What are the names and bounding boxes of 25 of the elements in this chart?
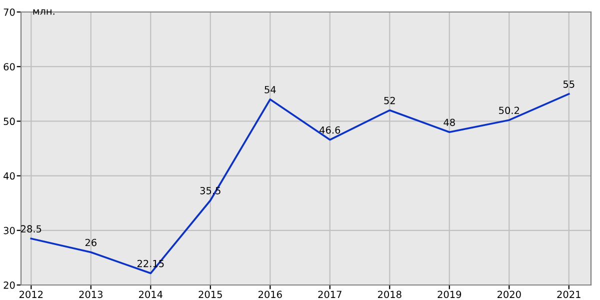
x-tick-label: 2020 <box>497 290 521 298</box>
data-label: 55 <box>563 80 574 88</box>
y-tick-label: 50 <box>4 118 15 126</box>
x-tick-label: 2018 <box>378 290 402 298</box>
y-tick-label: 60 <box>4 63 15 70</box>
data-label: 26 <box>85 238 96 246</box>
data-label: 28.5 <box>21 225 42 233</box>
y-tick-label: 40 <box>4 172 15 180</box>
y-tick-label: 70 <box>4 8 15 16</box>
x-tick-label: 2014 <box>138 290 162 298</box>
y-tick-label: 20 <box>4 281 15 289</box>
data-label: 54 <box>264 86 276 94</box>
y-axis-title: млн. <box>33 9 54 15</box>
x-tick-label: 2016 <box>258 290 282 298</box>
x-tick-label: 2013 <box>79 290 102 298</box>
data-label: 50.2 <box>499 106 519 114</box>
data-label: 52 <box>384 96 395 104</box>
x-tick-label: 2021 <box>557 290 580 298</box>
x-tick-label: 2012 <box>20 290 43 298</box>
x-tick-label: 2019 <box>438 290 462 298</box>
y-tick-label: 30 <box>4 226 15 234</box>
data-label: 46.6 <box>320 126 340 134</box>
x-tick-label: 2017 <box>318 290 342 298</box>
x-tick-label: 2015 <box>198 290 222 298</box>
data-label: 48 <box>444 118 455 126</box>
